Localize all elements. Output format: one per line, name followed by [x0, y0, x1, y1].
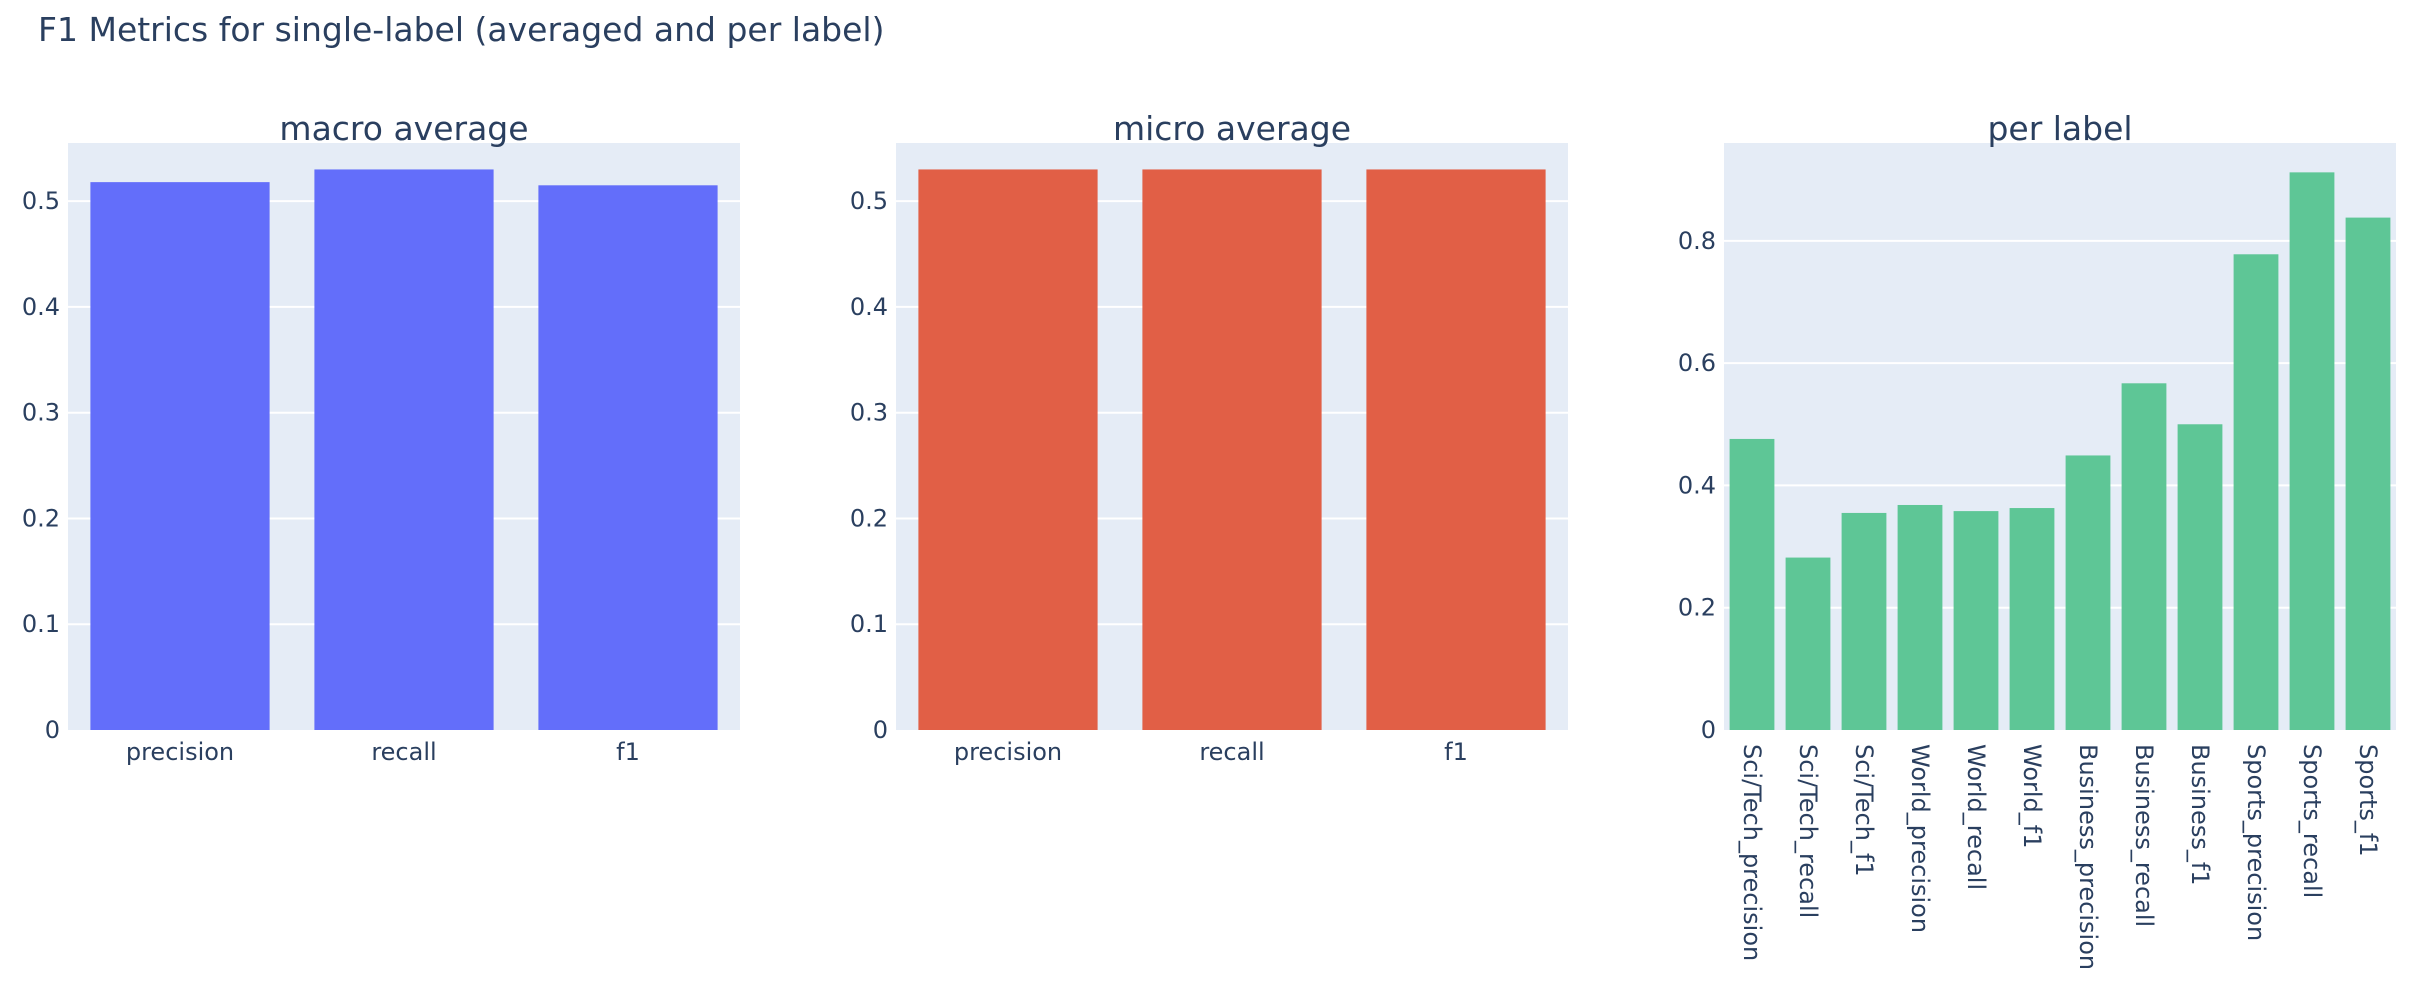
y-tick-label: 0.4 [22, 293, 60, 321]
y-tick-label: 0.3 [22, 399, 60, 427]
y-tick-label: 0.5 [850, 187, 888, 215]
bar-f1 [538, 185, 718, 731]
x-tick-label: f1 [1444, 738, 1468, 766]
y-tick-label: 0.2 [850, 504, 888, 532]
x-tick-label: Business_f1 [2186, 744, 2214, 886]
y-tick-label: 0.8 [1678, 227, 1716, 255]
x-tick-label: Business_recall [2130, 744, 2158, 927]
y-tick-label: 0.3 [850, 399, 888, 427]
y-tick-label: 0.6 [1678, 349, 1716, 377]
bar-sports-f1 [2345, 217, 2391, 731]
subplot-1: 0 0.1 0.2 0.3 0.4 0.5 precision recall f1 macro a… [22, 109, 740, 766]
bar-sports-precision [2233, 254, 2279, 731]
subplot-title: macro average [279, 109, 528, 148]
x-tick-label: World_recall [1962, 744, 1990, 890]
y-tick-label: 0.1 [22, 610, 60, 638]
bar-business-precision [2065, 455, 2111, 730]
bar-world-precision [1897, 504, 1943, 730]
subplot-title: per label [1987, 109, 2132, 148]
y-tick-label: 0.4 [1678, 471, 1716, 499]
bar-business-f1 [2177, 424, 2223, 730]
figure-title: F1 Metrics for single-label (averaged an… [38, 10, 884, 49]
x-tick-label: recall [371, 738, 436, 766]
x-tick-label: World_f1 [2018, 744, 2046, 849]
subplot-3: 0 0.2 0.4 0.6 0.8 Sci/Tech_precision Sci/Tech_… [1678, 109, 2396, 970]
x-tick-label: precision [954, 738, 1062, 766]
x-tick-label: Sci/Tech_precision [1738, 744, 1766, 961]
x-tick-label: Sci/Tech_f1 [1850, 744, 1878, 877]
x-tick-label: recall [1199, 738, 1264, 766]
x-tick-label: Sports_f1 [2354, 744, 2382, 857]
subplot-2: 0 0.1 0.2 0.3 0.4 0.5 precision recall f1 micro a… [850, 109, 1568, 766]
y-tick-label: 0 [873, 716, 888, 744]
x-tick-label: World_precision [1906, 744, 1934, 933]
bar-precision [90, 182, 270, 731]
y-tick-label: 0.4 [850, 293, 888, 321]
x-tick-label: precision [126, 738, 234, 766]
y-tick-label: 0 [45, 716, 60, 744]
bar-precision [918, 169, 1098, 731]
subplot-title: micro average [1113, 109, 1351, 148]
bar-world-f1 [2009, 508, 2055, 730]
bar-recall [314, 169, 494, 731]
bar-recall [1142, 169, 1322, 731]
bar-sci-tech-f1 [1841, 512, 1887, 730]
bar-sci-tech-precision [1729, 438, 1775, 730]
x-tick-label: Sci/Tech_recall [1794, 744, 1822, 918]
x-tick-label: Sports_precision [2242, 744, 2270, 941]
bar-sports-recall [2289, 172, 2335, 731]
y-tick-label: 0.2 [1678, 594, 1716, 622]
bar-world-recall [1953, 511, 1999, 730]
y-tick-label: 0.5 [22, 187, 60, 215]
bar-business-recall [2121, 383, 2167, 730]
y-tick-label: 0.1 [850, 610, 888, 638]
x-tick-label: f1 [616, 738, 640, 766]
bar-sci-tech-recall [1785, 557, 1831, 730]
x-tick-label: Business_precision [2074, 744, 2102, 970]
y-tick-label: 0 [1701, 716, 1716, 744]
y-tick-label: 0.2 [22, 504, 60, 532]
x-tick-label: Sports_recall [2298, 744, 2326, 898]
bar-f1 [1366, 169, 1546, 731]
